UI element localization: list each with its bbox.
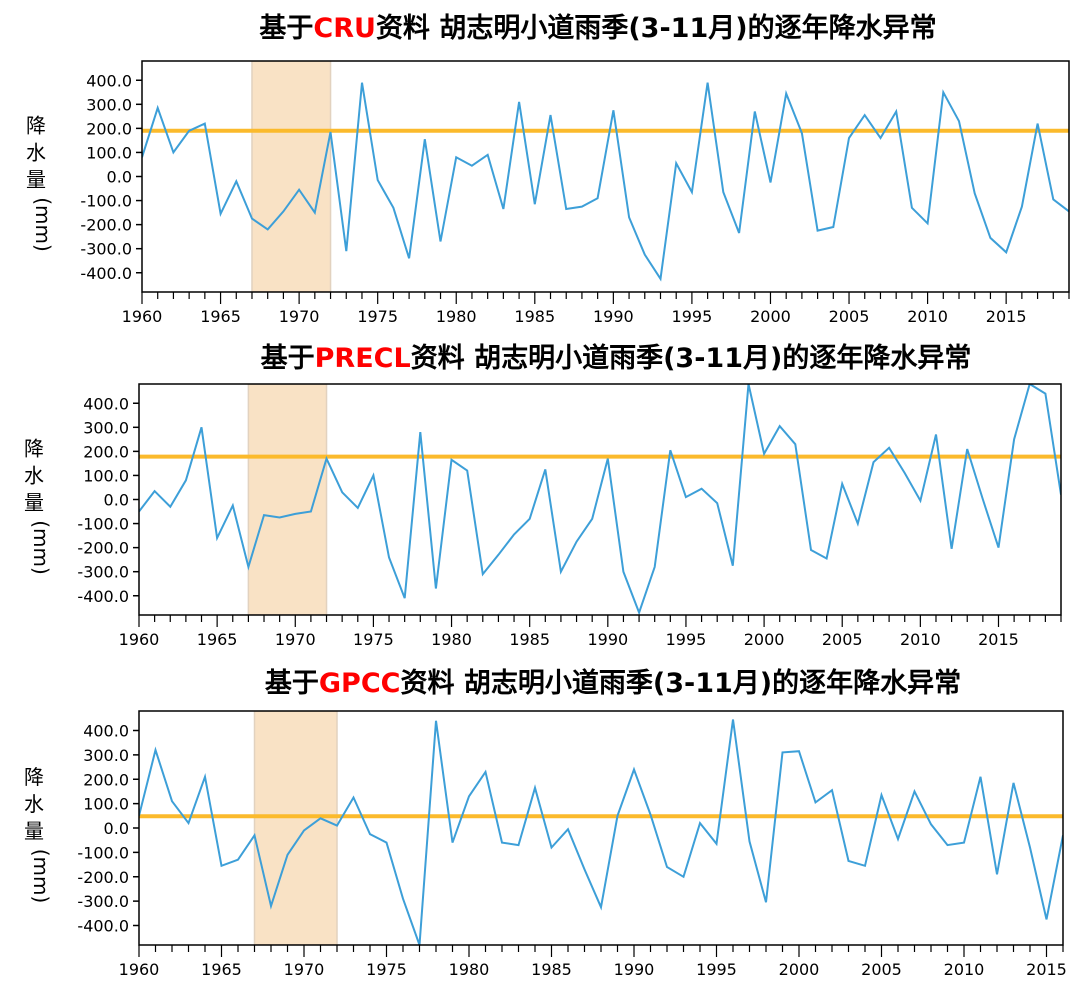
x-tick-label: 2015 [978,630,1019,649]
y-axis-label-unit: (mm) [29,849,53,904]
title-dataset: CRU [313,13,376,44]
y-tick-label: 200.0 [86,119,132,138]
x-tick-label: 1990 [614,960,655,979]
series-line [142,82,1069,282]
plot-area [142,61,1069,292]
x-tick-label: 2005 [861,960,902,979]
y-axis-label-char: 量 [24,819,44,843]
x-tick-label: 1995 [696,960,737,979]
x-tick-label: 1965 [201,960,242,979]
x-tick-label: 1960 [119,960,160,979]
series-line [139,384,1061,615]
y-axis-label-char: 量 [26,168,46,192]
x-tick-label: 2015 [986,307,1027,326]
y-axis-label-char: 降 [24,765,44,789]
title-suffix: 资料 胡志明小道雨季(3-11月)的逐年降水异常 [376,12,937,44]
x-tick-label: 1990 [587,630,628,649]
y-tick-label: 400.0 [83,722,129,741]
x-tick-label: 2005 [822,630,863,649]
x-tick-label: 1980 [431,630,472,649]
x-tick-label: 1960 [122,307,163,326]
chart-title: 基于GPCC资料 胡志明小道雨季(3-11月)的逐年降水异常 [265,667,961,699]
title-prefix: 基于 [265,668,319,699]
x-tick-label: 2000 [744,630,785,649]
y-axis-label-char: 水 [24,792,44,816]
y-tick-label: -200.0 [77,539,129,558]
x-tick-label: 1970 [279,307,320,326]
title-dataset: GPCC [319,668,401,699]
x-tick-label: 1985 [514,307,555,326]
x-tick-label: 1960 [119,630,160,649]
y-tick-label: 100.0 [83,795,129,814]
y-tick-label: -400.0 [80,264,132,283]
x-tick-label: 1975 [353,630,394,649]
chart-panel-3: 400.0 300.0 200.0 100.0 0.0 -100.0 -200.0 -300.… [24,667,1067,979]
y-tick-label: -100.0 [77,843,129,862]
y-tick-label: -200.0 [77,868,129,887]
y-tick-label: -100.0 [80,192,132,211]
x-tick-label: 1990 [593,307,634,326]
title-suffix: 资料 胡志明小道雨季(3-11月)的逐年降水异常 [411,342,972,374]
x-tick-label: 2010 [900,630,941,649]
plot-area [139,711,1063,945]
x-tick-label: 2000 [750,307,791,326]
y-tick-label: -400.0 [77,587,129,606]
x-tick-label: 1965 [200,307,241,326]
y-tick-label: 100.0 [86,143,132,162]
x-tick-label: 2010 [944,960,985,979]
x-tick-label: 1965 [197,630,238,649]
x-tick-label: 1970 [275,630,316,649]
y-tick-label: 300.0 [83,418,129,437]
y-tick-label: 400.0 [83,394,129,413]
title-prefix: 基于 [259,13,313,44]
y-axis-label-char: 降 [26,114,46,138]
plot-area [139,384,1061,615]
y-tick-label: -200.0 [80,216,132,235]
y-axis-label-char: 降 [24,437,44,461]
x-tick-label: 2010 [907,307,948,326]
chart-title: 基于PRECL资料 胡志明小道雨季(3-11月)的逐年降水异常 [261,342,972,374]
x-tick-label: 1995 [672,307,713,326]
y-tick-label: 200.0 [83,442,129,461]
y-tick-label: -100.0 [77,515,129,534]
x-tick-label: 2000 [779,960,820,979]
y-axis-label-char: 量 [24,491,44,515]
shaded-period [253,711,338,945]
x-tick-label: 1975 [357,307,398,326]
y-tick-label: 100.0 [83,466,129,485]
y-tick-label: -300.0 [77,563,129,582]
x-tick-label: 1980 [449,960,490,979]
x-tick-label: 1995 [666,630,707,649]
chart-panel-2: 400.0 300.0 200.0 100.0 0.0 -100.0 -200.0 -300.… [24,342,1062,649]
y-tick-label: 0.0 [104,819,129,838]
chart-title: 基于CRU资料 胡志明小道雨季(3-11月)的逐年降水异常 [259,12,936,44]
title-prefix: 基于 [261,343,315,374]
y-tick-label: 300.0 [83,746,129,765]
y-axis-label-char: 水 [26,141,46,165]
y-tick-label: 0.0 [104,491,129,510]
y-axis-label-char: 水 [24,464,44,488]
y-tick-label: -300.0 [80,240,132,259]
x-tick-label: 1970 [284,960,325,979]
title-dataset: PRECL [315,343,411,374]
x-tick-label: 1985 [531,960,572,979]
y-tick-label: 0.0 [107,168,132,187]
series-line [139,719,1063,945]
y-tick-label: 300.0 [86,95,132,114]
title-suffix: 资料 胡志明小道雨季(3-11月)的逐年降水异常 [400,667,961,699]
y-axis-label-unit: (mm) [31,197,55,252]
y-axis-label-unit: (mm) [29,520,53,575]
shaded-period [251,61,332,292]
y-tick-label: 400.0 [86,71,132,90]
x-tick-label: 2015 [1026,960,1067,979]
x-tick-label: 2005 [829,307,870,326]
chart-panel-1: 400.0 300.0 200.0 100.0 0.0 -100.0 -200.0 -300.… [26,12,1070,326]
x-tick-label: 1985 [509,630,550,649]
x-tick-label: 1975 [366,960,407,979]
y-tick-label: -400.0 [77,917,129,936]
y-tick-label: -300.0 [77,892,129,911]
y-tick-label: 200.0 [83,770,129,789]
x-tick-label: 1980 [436,307,477,326]
